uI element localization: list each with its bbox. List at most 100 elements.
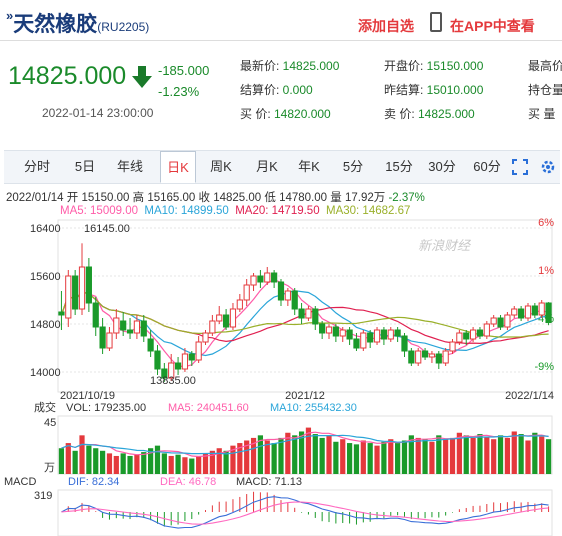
volume-bar <box>312 434 318 474</box>
volume-bar <box>381 441 387 474</box>
candle-body <box>243 284 250 301</box>
volume-bar <box>422 439 428 474</box>
tab-5[interactable]: 月K <box>256 159 278 174</box>
candle-body <box>511 308 518 316</box>
candle-body <box>264 272 271 283</box>
candle-body <box>319 323 326 334</box>
volume-bar <box>353 444 360 474</box>
volume-bar <box>518 434 524 474</box>
quote-field-label: 最新价: <box>240 59 280 73</box>
volume-bar <box>79 435 85 474</box>
candle-body <box>72 275 79 310</box>
tab-0[interactable]: 分时 <box>23 159 50 174</box>
tab-9[interactable]: 30分 <box>428 159 456 174</box>
volume-bar <box>271 443 277 474</box>
macd-dif-line <box>61 496 549 529</box>
candle-body <box>497 317 504 328</box>
tab-3[interactable]: 日K <box>160 151 196 183</box>
candle-body <box>174 362 182 370</box>
volume-bar <box>477 434 483 474</box>
change-percent: -1.23% <box>158 84 200 99</box>
candle-body <box>305 308 312 319</box>
candle-body <box>456 332 463 343</box>
candle-body <box>188 353 195 361</box>
settings-gear-icon[interactable] <box>540 159 556 175</box>
volume-bar <box>374 445 380 474</box>
candle-body <box>271 272 278 283</box>
volume-bar <box>326 435 332 474</box>
volume-bar <box>415 437 421 474</box>
tab-4[interactable]: 周K <box>210 159 232 174</box>
volume-bar <box>168 455 174 474</box>
candle-body <box>421 350 429 358</box>
volume-bar <box>532 432 538 474</box>
price-plot-frame <box>57 219 553 393</box>
volume-bar <box>106 453 113 474</box>
macd-plot-frame <box>57 489 553 536</box>
candle-body <box>195 341 202 361</box>
macd-dea-line <box>61 501 549 525</box>
candle-body <box>291 290 298 310</box>
volume-bar <box>449 437 456 474</box>
volume-bar <box>278 437 284 474</box>
volume-ma10-label: MA10: 255432.30 <box>270 402 357 414</box>
tab-6[interactable]: 年K <box>298 159 320 174</box>
volume-bar <box>463 435 469 474</box>
quote-field: 结算价: 0.000 <box>240 81 313 98</box>
volume-bar <box>99 450 106 474</box>
candle-body <box>209 320 216 334</box>
quote-field: 最新价: 14825.000 <box>240 57 339 74</box>
candle-body <box>531 305 538 316</box>
commodity-name: 天然橡胶 <box>13 13 98 36</box>
fullscreen-icon[interactable] <box>512 159 528 175</box>
candle-body <box>380 329 388 340</box>
volume-bar <box>65 443 71 474</box>
quote-field-value: 14820.000 <box>270 107 331 121</box>
volume-bar <box>182 457 188 474</box>
commodity-code: (RU2205) <box>97 20 150 34</box>
quote-field-label: 卖 价: <box>384 107 415 121</box>
volume-bar <box>237 443 243 474</box>
title-prefix-icon: » <box>6 8 14 23</box>
open-in-app-button[interactable]: 在APP中查看 <box>450 18 535 34</box>
quote-field-value: 0.000 <box>279 83 313 97</box>
x-axis-label: 2022/1/14 <box>505 390 554 402</box>
add-favorite-button[interactable]: 添加自选 <box>358 18 414 34</box>
candle-body <box>332 326 339 337</box>
volume-bar <box>298 431 305 474</box>
volume-bar <box>257 435 264 474</box>
volume-bar <box>196 455 202 474</box>
candle-body <box>373 329 381 343</box>
x-axis-label: 2021/12 <box>285 390 325 402</box>
volume-bar <box>525 440 531 474</box>
volume-bar <box>209 450 215 474</box>
volume-bar <box>497 435 504 474</box>
quote-field: 开盘价: 15150.000 <box>384 57 483 74</box>
volume-bar <box>189 458 195 474</box>
tab-10[interactable]: 60分 <box>473 159 501 174</box>
tab-7[interactable]: 5分 <box>342 159 364 174</box>
volume-bar <box>161 453 167 474</box>
volume-bar <box>86 445 92 474</box>
tab-2[interactable]: 年线 <box>116 159 143 174</box>
tab-1[interactable]: 5日 <box>74 159 96 174</box>
candle-body <box>222 314 230 328</box>
header-divider <box>0 40 562 41</box>
page-title: »天然橡胶(RU2205) <box>6 8 149 38</box>
volume-bar <box>491 439 497 474</box>
low-label: 低 <box>264 192 276 204</box>
candle-body <box>65 275 72 319</box>
candle-body <box>126 329 134 334</box>
candle-body <box>325 326 333 334</box>
tab-8[interactable]: 15分 <box>385 159 413 174</box>
ma10-line <box>60 290 549 357</box>
quote-field-label: 开盘价: <box>384 59 424 73</box>
candle-body <box>92 302 99 328</box>
last-price: 14825.000 <box>8 62 127 90</box>
candle-body <box>236 299 243 310</box>
low-value: 14780.00 <box>279 192 328 204</box>
candle-body <box>428 353 436 358</box>
quote-field: 买 量 <box>528 105 555 122</box>
quote-field-value: 14825.000 <box>414 107 475 121</box>
candle-body <box>346 329 353 340</box>
